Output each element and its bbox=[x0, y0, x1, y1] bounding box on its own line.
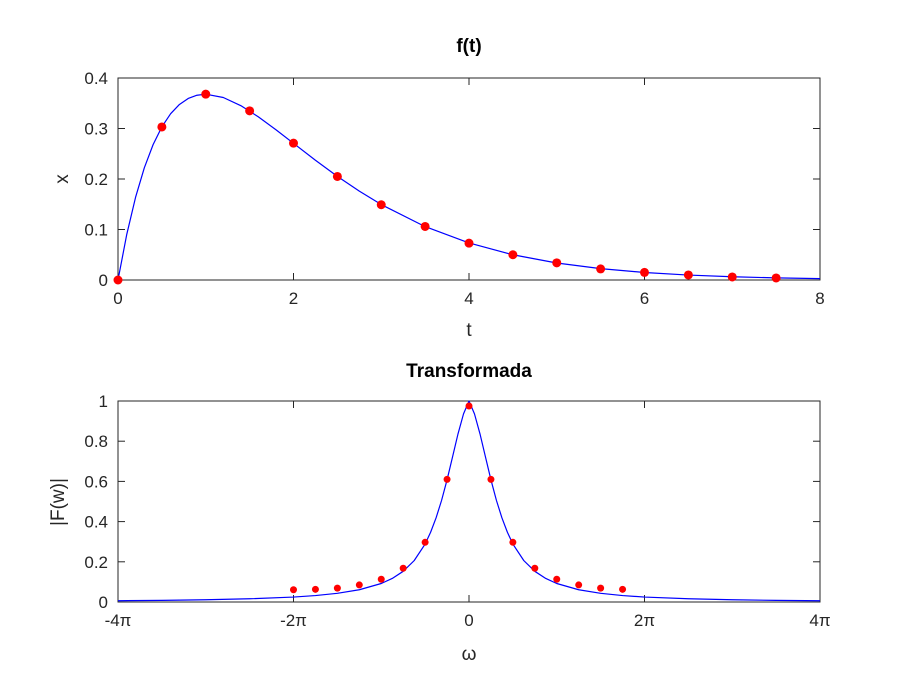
subplot-transform: Transformada ω |F(w)| -4π -2π 0 2π 4π 0 0.2 0.4… bbox=[48, 361, 831, 665]
data-point-transform bbox=[465, 402, 473, 410]
data-point-transform bbox=[355, 581, 363, 589]
x-tick-label: 8 bbox=[815, 289, 824, 308]
data-point-ft bbox=[201, 89, 211, 99]
y-tick-label: 0.6 bbox=[84, 472, 108, 491]
y-tick-label: 0.4 bbox=[84, 513, 108, 532]
data-point-ft bbox=[552, 258, 562, 268]
data-point-transform bbox=[509, 538, 517, 546]
subplot-ft: f(t) t x 0 2 4 6 8 0 0.1 0.2 0.3 0.4 bbox=[52, 36, 825, 341]
data-point-transform bbox=[399, 564, 407, 572]
ticks-transform: -4π -2π 0 2π 4π 0 0.2 0.4 0.6 0.8 1 bbox=[84, 392, 830, 630]
data-point-ft bbox=[683, 270, 693, 280]
data-point-transform bbox=[487, 475, 495, 483]
data-point-transform bbox=[553, 575, 561, 583]
x-tick-label: -4π bbox=[105, 611, 132, 630]
y-tick-label: 0.4 bbox=[84, 69, 108, 88]
y-axis-label-transform: |F(w)| bbox=[48, 478, 69, 526]
x-tick-label: 2 bbox=[289, 289, 298, 308]
data-point-ft bbox=[289, 138, 298, 148]
data-point-transform bbox=[619, 585, 627, 593]
y-tick-label: 0.8 bbox=[84, 432, 108, 451]
y-tick-label: 1 bbox=[99, 392, 108, 411]
y-tick-label: 0.2 bbox=[84, 170, 108, 189]
x-tick-label: 0 bbox=[113, 289, 122, 308]
x-tick-label: 4 bbox=[464, 289, 473, 308]
y-tick-label: 0.3 bbox=[84, 120, 108, 139]
data-point-ft bbox=[376, 200, 386, 210]
x-tick-label: 4π bbox=[809, 611, 830, 630]
data-point-transform bbox=[597, 584, 605, 592]
x-axis-label-transform: ω bbox=[462, 644, 477, 665]
y-tick-label: 0.2 bbox=[84, 553, 108, 572]
x-tick-label: 0 bbox=[464, 611, 473, 630]
data-point-transform bbox=[377, 575, 385, 583]
data-point-ft bbox=[596, 264, 606, 274]
data-point-ft bbox=[332, 171, 342, 181]
chart-title-transform: Transformada bbox=[406, 361, 532, 382]
y-tick-label: 0 bbox=[99, 271, 108, 290]
data-point-ft bbox=[771, 273, 781, 283]
axes-box-transform bbox=[117, 400, 821, 603]
data-point-transform bbox=[575, 581, 583, 589]
data-point-transform bbox=[421, 538, 429, 546]
data-point-transform bbox=[531, 564, 539, 572]
data-point-ft bbox=[727, 272, 737, 282]
data-point-ft bbox=[420, 221, 430, 231]
data-point-ft bbox=[157, 122, 167, 132]
data-point-transform bbox=[311, 585, 319, 593]
data-point-ft bbox=[245, 106, 255, 116]
series-line-transform bbox=[117, 400, 821, 602]
plot-area-ft bbox=[113, 89, 821, 285]
y-tick-label: 0 bbox=[99, 593, 108, 612]
ticks-ft: 0 2 4 6 8 0 0.1 0.2 0.3 0.4 bbox=[84, 69, 824, 308]
x-tick-label: 2π bbox=[634, 611, 655, 630]
data-point-ft bbox=[464, 238, 474, 248]
y-axis-label-ft: x bbox=[52, 174, 73, 184]
data-point-transform bbox=[290, 586, 297, 594]
x-axis-label-ft: t bbox=[466, 320, 472, 341]
x-tick-label: 6 bbox=[640, 289, 649, 308]
y-tick-label: 0.1 bbox=[84, 221, 108, 240]
data-point-ft bbox=[113, 275, 123, 285]
plot-area-transform bbox=[117, 400, 821, 602]
data-point-transform bbox=[333, 584, 341, 592]
data-point-ft bbox=[508, 250, 518, 260]
x-tick-label: -2π bbox=[280, 611, 307, 630]
data-point-transform bbox=[443, 475, 451, 483]
data-point-ft bbox=[640, 267, 649, 277]
axes-box-ft bbox=[117, 77, 821, 281]
chart-title-ft: f(t) bbox=[456, 36, 481, 57]
